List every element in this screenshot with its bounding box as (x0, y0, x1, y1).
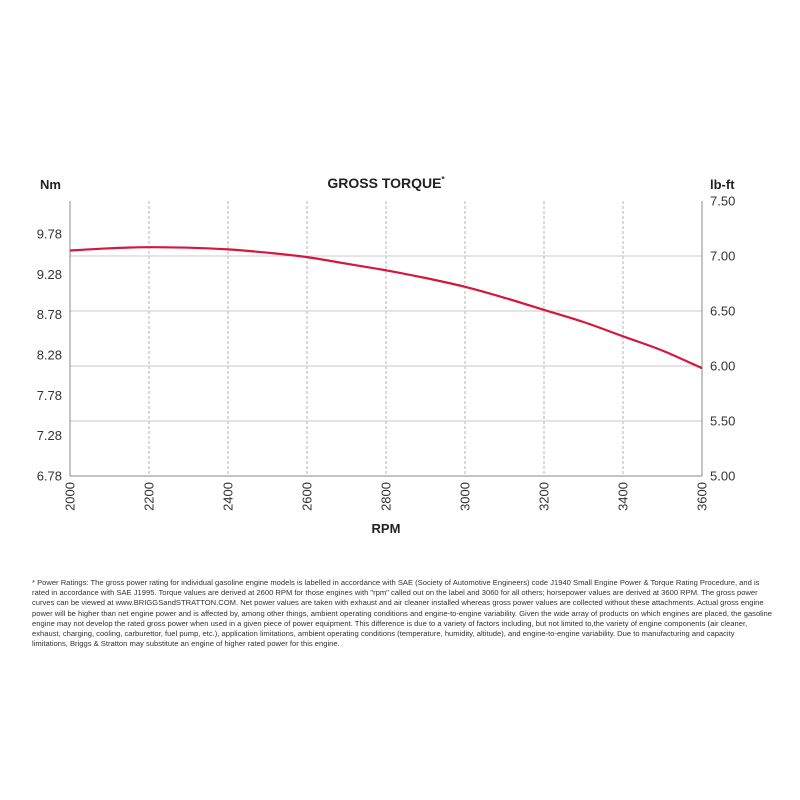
series (69, 246, 703, 370)
plot-frame (69, 201, 703, 477)
torque-curve (69, 246, 703, 370)
left-y-tick-label: 8.28 (37, 348, 62, 363)
x-tick-label: 2400 (221, 482, 236, 511)
x-tick-label: 2200 (142, 482, 157, 511)
x-tick-label: 3400 (616, 482, 631, 511)
grid (70, 201, 702, 476)
left-y-tick-label: 7.28 (37, 428, 62, 443)
power-ratings-footnote: * Power Ratings: The gross power rating … (32, 578, 773, 649)
left-y-tick-label: 9.28 (37, 267, 62, 282)
right-y-tick-label: 6.00 (710, 359, 735, 374)
x-tick-label: 3000 (458, 482, 473, 511)
right-y-tick-label: 5.00 (710, 469, 735, 484)
left-y-tick-label: 6.78 (37, 469, 62, 484)
x-tick-label: 2000 (63, 482, 78, 511)
right-y-tick-label: 6.50 (710, 304, 735, 319)
x-tick-label: 3200 (537, 482, 552, 511)
left-y-tick-label: 7.78 (37, 388, 62, 403)
x-axis-label: RPM (372, 521, 401, 536)
right-y-tick-label: 7.00 (710, 249, 735, 264)
chart-title: GROSS TORQUE* (327, 175, 445, 191)
right-axis-unit: lb-ft (710, 177, 735, 192)
left-y-ticks: 9.78 9.28 8.78 8.28 7.78 7.28 6.78 (37, 227, 62, 484)
right-y-tick-label: 5.50 (710, 414, 735, 429)
x-ticks: 2000 2200 2400 2600 2800 3000 3200 3400 3600 (63, 482, 710, 511)
left-y-tick-label: 9.78 (37, 227, 62, 242)
x-tick-label: 3600 (695, 482, 710, 511)
title-asterisk: * (441, 175, 445, 184)
left-axis-unit: Nm (40, 177, 61, 192)
left-y-tick-label: 8.78 (37, 307, 62, 322)
right-y-tick-label: 7.50 (710, 194, 735, 209)
right-y-ticks: 7.50 7.00 6.50 6.00 5.50 5.00 (710, 194, 735, 484)
x-tick-label: 2800 (379, 482, 394, 511)
x-tick-label: 2600 (300, 482, 315, 511)
